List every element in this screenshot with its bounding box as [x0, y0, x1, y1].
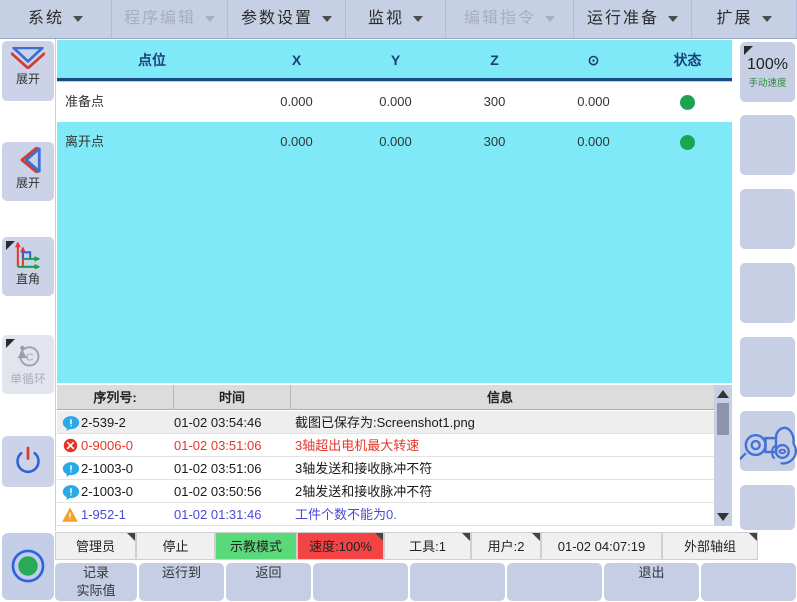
svg-text:C: C: [26, 352, 34, 364]
